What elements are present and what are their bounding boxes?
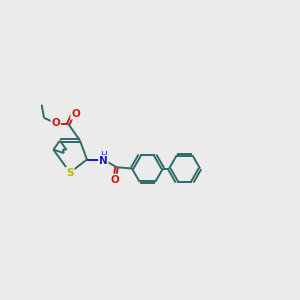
Text: O: O xyxy=(51,118,60,128)
Text: O: O xyxy=(110,175,119,184)
Text: O: O xyxy=(71,109,80,119)
Text: S: S xyxy=(66,167,74,178)
Text: H: H xyxy=(100,151,107,160)
Text: N: N xyxy=(99,155,108,166)
